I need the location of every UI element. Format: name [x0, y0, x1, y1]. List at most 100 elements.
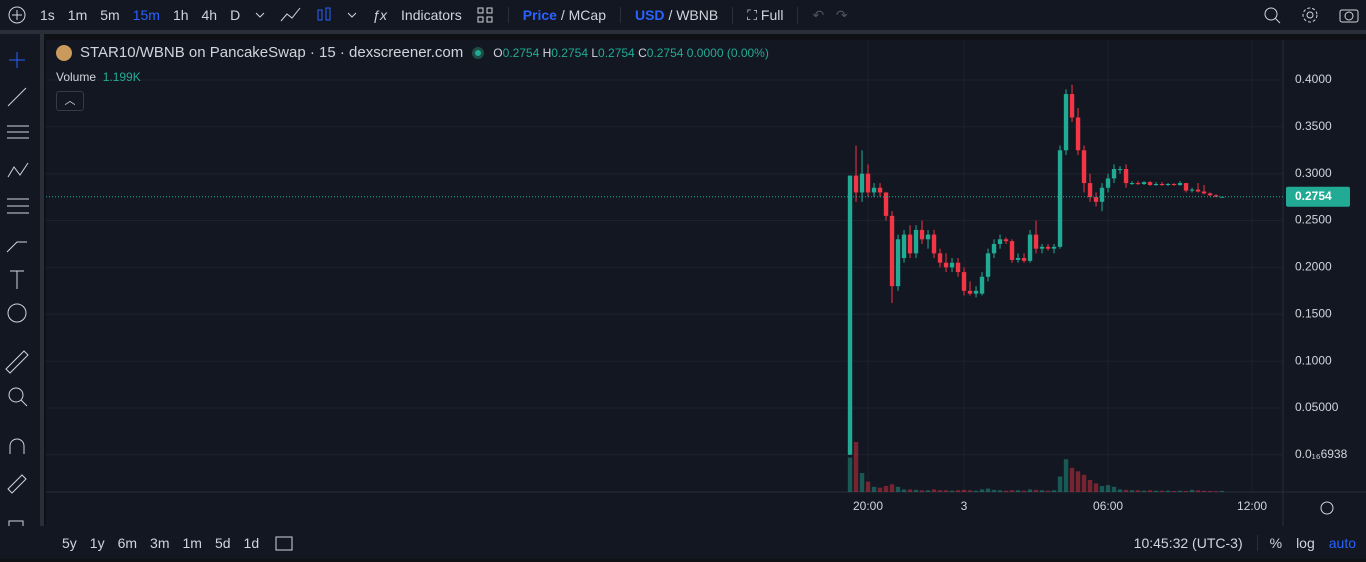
o-label: O	[493, 45, 503, 60]
candle-body	[1087, 183, 1093, 198]
candle-body	[1153, 184, 1159, 186]
volume-bar	[1159, 490, 1165, 492]
candle-body	[1021, 258, 1027, 261]
volume-bar	[859, 473, 865, 492]
candle-body	[1075, 117, 1081, 151]
volume-bar	[1213, 491, 1219, 492]
toolbar-button[interactable]: 5y	[62, 534, 77, 551]
y-tick-label: 0.2000	[1295, 260, 1332, 274]
volume-bar	[919, 490, 925, 492]
scale-settings	[1320, 501, 1334, 515]
wbnb[interactable]: / WBNB	[668, 7, 719, 23]
toolbar-button[interactable]: 5d	[214, 534, 231, 551]
candle-body	[1117, 169, 1123, 171]
undo-redo[interactable]: ↶ ↷	[797, 6, 848, 24]
auto[interactable]: auto	[1328, 534, 1356, 551]
volume-bar	[1009, 490, 1015, 492]
chart: 0.4000 0.3500 0.3000 0.2500 0.2000 0.1500 0.10…	[46, 40, 1366, 526]
candle-body	[895, 239, 901, 287]
h-label: H	[542, 45, 552, 60]
toolbar-button[interactable]: 1m	[67, 7, 88, 23]
settings-icon[interactable]	[1300, 5, 1320, 25]
volume-bar	[913, 489, 919, 492]
line-chart-icon[interactable]	[280, 6, 302, 24]
right-icons	[1262, 5, 1360, 25]
y-tick-label: 0.4000	[1295, 72, 1332, 86]
volume-bar	[967, 490, 973, 492]
candle-body	[1129, 183, 1135, 185]
toolbar-button[interactable]: 1s	[40, 7, 55, 23]
y-tick-label: 0.3500	[1295, 119, 1332, 133]
price-mode[interactable]: Price / MCap	[507, 7, 606, 23]
toolbar-button[interactable]: 1m	[182, 534, 202, 551]
volume-bar	[1207, 490, 1213, 492]
fullscreen[interactable]: ⛶ Full	[732, 6, 784, 24]
volume-bar	[1045, 490, 1051, 492]
candle-body	[1033, 234, 1039, 249]
usd[interactable]: USD	[634, 7, 665, 23]
volume-bar	[847, 457, 853, 492]
toolbar-button[interactable]: 1y	[89, 534, 105, 551]
candle-body	[865, 173, 871, 193]
candle-icon[interactable]	[316, 5, 332, 25]
toolbar-button[interactable]: 5m	[100, 7, 120, 23]
volume-bar	[1063, 459, 1069, 492]
collapse-button[interactable]: ︿	[56, 91, 84, 111]
y-tick-label: 0.2500	[1295, 213, 1332, 227]
volume-bar	[1099, 485, 1105, 492]
toolbar-button[interactable]: 6m	[117, 534, 138, 551]
date-range-icon[interactable]	[273, 533, 295, 553]
candle-body	[1099, 187, 1105, 202]
candle-body	[1207, 193, 1213, 196]
toolbar-button[interactable]: 15m	[132, 7, 160, 23]
full[interactable]: Full	[760, 6, 784, 23]
toolbar-button[interactable]: 3m	[150, 534, 170, 551]
add-symbol[interactable]	[8, 6, 26, 24]
toolbar-button[interactable]: 4h	[201, 7, 218, 23]
volume-bar	[1093, 483, 1099, 492]
candle-body	[1045, 246, 1051, 249]
volume-legend: Volume 1.199K	[56, 70, 141, 84]
volume-bar	[895, 486, 901, 492]
volume-bar	[1111, 486, 1117, 492]
toolbar-button[interactable]: D	[230, 7, 241, 23]
candle-body	[961, 272, 967, 291]
volume-bar	[985, 488, 991, 492]
candle-body	[967, 290, 973, 294]
price[interactable]: Price	[522, 7, 557, 23]
candle-body	[925, 234, 931, 240]
candle-body	[1201, 191, 1207, 194]
indicators[interactable]: Indicators	[401, 7, 462, 23]
drawing-toolbar	[0, 34, 44, 559]
candle-body	[1051, 246, 1057, 249]
bottom-toolbar: 5y 1y 6m 3m 1m 5d 1d 10:45:32 (UTC-3) % log au…	[0, 526, 1366, 559]
y-tick-label: 0.1000	[1295, 353, 1332, 367]
dropdown[interactable]	[346, 9, 358, 21]
x-tick-label: 3	[961, 499, 968, 513]
mcap[interactable]: / MCap	[560, 7, 606, 23]
dropdown[interactable]	[254, 9, 266, 21]
candle-body	[931, 234, 937, 254]
search-icon[interactable]	[1262, 5, 1282, 25]
toolbar-button[interactable]: 1h	[172, 7, 189, 23]
camera-icon[interactable]	[1338, 5, 1360, 25]
clock: 10:45:32 (UTC-3)	[1133, 534, 1243, 551]
volume-bar	[1189, 489, 1195, 492]
y-tick-label: 0.0₁₆6938	[1295, 447, 1348, 461]
legend: STAR10/WBNB on PancakeSwap · 15 · dexscr…	[56, 44, 769, 61]
layout-icon[interactable]	[476, 6, 494, 24]
percent[interactable]: %	[1256, 534, 1282, 551]
volume-bar	[901, 489, 907, 492]
toolbar-button[interactable]: 1d	[243, 534, 260, 551]
currency[interactable]: USD / WBNB	[619, 7, 719, 23]
candle-body	[1183, 183, 1189, 191]
plot-bg	[46, 40, 1366, 526]
volume-bar	[1015, 490, 1021, 492]
log[interactable]: log	[1296, 534, 1315, 551]
volume-bar	[1003, 490, 1009, 492]
volume-bar	[1219, 490, 1225, 492]
candle-body	[1069, 94, 1075, 118]
volume-bar	[1183, 490, 1189, 492]
volume-bar	[961, 489, 967, 492]
tool-icons[interactable]	[0, 34, 40, 559]
